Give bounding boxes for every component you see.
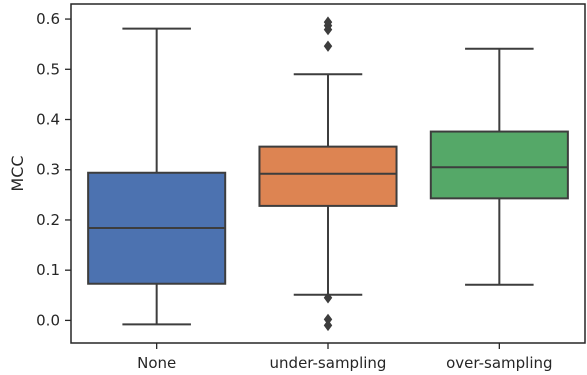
iqr-box bbox=[258, 145, 398, 207]
x-tick-label: over-sampling bbox=[446, 354, 552, 372]
box-under-sampling bbox=[258, 16, 398, 332]
y-tick-label: 0.6 bbox=[36, 10, 60, 28]
y-tick-label: 0.5 bbox=[36, 60, 60, 78]
boxes bbox=[87, 16, 569, 332]
y-tick-label: 0.2 bbox=[36, 211, 60, 229]
box-none bbox=[87, 27, 227, 326]
y-tick-label: 0.3 bbox=[36, 161, 60, 179]
y-axis-label: MCC bbox=[8, 155, 27, 191]
outlier-point bbox=[323, 40, 333, 52]
iqr-box bbox=[429, 130, 569, 200]
y-tick-label: 0.0 bbox=[36, 311, 60, 329]
y-tick-label: 0.1 bbox=[36, 261, 60, 279]
x-axis-ticks: None under-sampling over-sampling bbox=[137, 343, 553, 372]
box-over-sampling bbox=[429, 47, 569, 286]
x-tick-label: None bbox=[137, 354, 176, 372]
outlier-point bbox=[323, 16, 333, 28]
y-tick-label: 0.4 bbox=[36, 111, 60, 129]
y-axis-ticks: 0.0 0.1 0.2 0.3 0.4 0.5 0.6 bbox=[36, 10, 71, 329]
outlier-point bbox=[323, 292, 333, 304]
outlier-point bbox=[323, 319, 333, 332]
x-tick-label: under-sampling bbox=[270, 354, 387, 372]
